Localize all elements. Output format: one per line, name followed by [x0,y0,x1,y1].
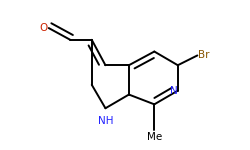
Text: N: N [170,86,178,96]
Text: O: O [40,23,48,33]
Text: Br: Br [198,50,210,60]
Text: NH: NH [98,116,113,126]
Text: Me: Me [147,132,162,142]
